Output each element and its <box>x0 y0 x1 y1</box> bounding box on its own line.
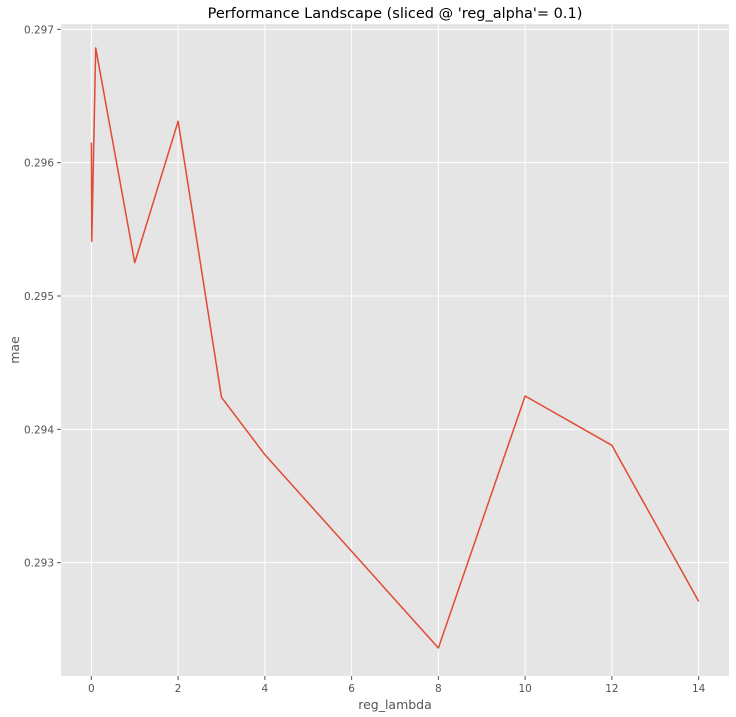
y-tick-label: 0.297 <box>24 24 54 36</box>
x-tick-label: 2 <box>175 683 182 695</box>
y-tick-label: 0.296 <box>24 158 54 170</box>
y-axis-label: mae <box>7 336 22 364</box>
y-tick-label: 0.293 <box>24 558 54 570</box>
x-tick-label: 14 <box>692 683 706 695</box>
series-line <box>90 47 700 649</box>
plot-area <box>61 24 729 676</box>
x-axis-label: reg_lambda <box>358 697 432 712</box>
ticks: 0 2 4 6 8 10 12 14 0.293 0.294 0.295 0.296 0.297 <box>24 24 706 695</box>
chart-title: Performance Landscape (sliced @ 'reg_alp… <box>208 6 583 22</box>
x-tick-label: 6 <box>348 683 355 695</box>
y-tick-label: 0.295 <box>24 291 54 303</box>
x-tick-label: 10 <box>518 683 531 695</box>
y-tick-label: 0.294 <box>24 424 54 436</box>
x-tick-label: 8 <box>435 683 442 695</box>
series-layer <box>90 47 700 649</box>
x-tick-label: 0 <box>88 683 95 695</box>
x-tick-label: 12 <box>605 683 618 695</box>
x-tick-label: 4 <box>262 683 269 695</box>
grid <box>61 24 729 676</box>
